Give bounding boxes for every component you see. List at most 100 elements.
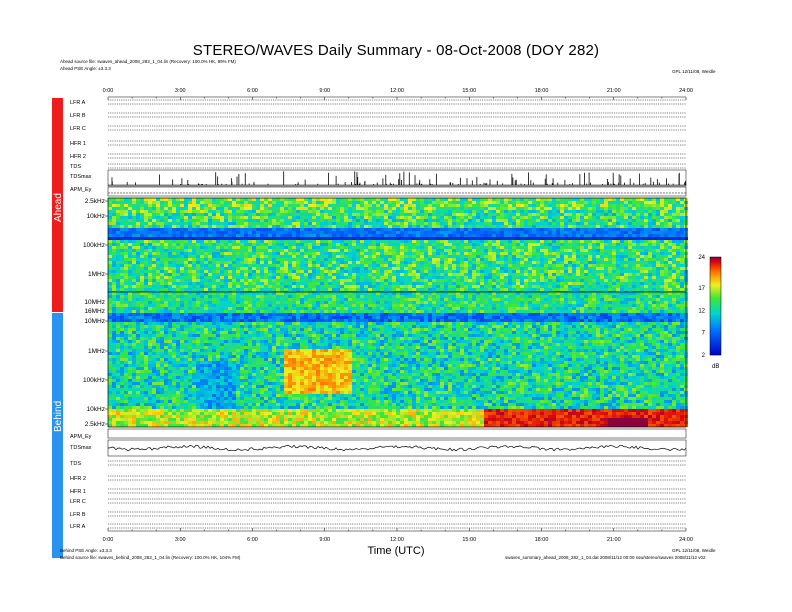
ahead-spectrogram-cell [116, 252, 120, 255]
ahead-spectrogram-cell [292, 216, 296, 219]
ahead-spectrogram-cell [632, 243, 636, 246]
ahead-spectrogram-cell [212, 288, 216, 291]
ahead-spectrogram-cell [268, 255, 272, 258]
ahead-spectrogram-cell [216, 267, 220, 270]
ahead-spectrogram-cell [432, 213, 436, 216]
ahead-spectrogram-cell [456, 234, 460, 237]
ahead-spectrogram-cell [220, 201, 224, 204]
ahead-spectrogram-cell [552, 213, 556, 216]
ahead-spectrogram-cell [136, 216, 140, 219]
ahead-spectrogram-cell [320, 255, 324, 258]
ahead-spectrogram-cell [112, 270, 116, 273]
ahead-spectrogram-cell [136, 261, 140, 264]
ahead-spectrogram-cell [120, 252, 124, 255]
ahead-spectrogram-cell [188, 252, 192, 255]
ahead-spectrogram-cell [536, 231, 540, 234]
ahead-spectrogram-cell [496, 231, 500, 234]
ahead-spectrogram-cell [400, 222, 404, 225]
ahead-spectrogram-cell [312, 237, 316, 240]
ahead-spectrogram-cell [340, 243, 344, 246]
ahead-spectrogram-cell [296, 246, 300, 249]
ahead-spectrogram-cell [328, 279, 332, 282]
ahead-spectrogram-cell [608, 264, 612, 267]
ahead-spectrogram-cell [300, 213, 304, 216]
ahead-spectrogram-cell [216, 222, 220, 225]
ahead-spectrogram-cell [404, 276, 408, 279]
ahead-spectrogram-cell [504, 252, 508, 255]
ahead-spectrogram-cell [296, 261, 300, 264]
ahead-spectrogram-cell [500, 219, 504, 222]
ahead-spectrogram-cell [660, 216, 664, 219]
ahead-spectrogram-cell [200, 276, 204, 279]
ahead-spectrogram-cell [368, 258, 372, 261]
ahead-spectrogram-cell [108, 252, 112, 255]
ahead-spectrogram-cell [476, 228, 480, 231]
ahead-spectrogram-cell [632, 249, 636, 252]
ahead-spectrogram-cell [240, 270, 244, 273]
ahead-spectrogram-cell [464, 249, 468, 252]
ahead-spectrogram-cell [620, 273, 624, 276]
ahead-spectrogram-cell [672, 210, 676, 213]
ahead-spectrogram-cell [244, 267, 248, 270]
ahead-spectrogram-cell [632, 252, 636, 255]
ahead-spectrogram-cell [316, 246, 320, 249]
ahead-spectrogram-cell [284, 240, 288, 243]
ahead-spectrogram-cell [612, 252, 616, 255]
ahead-spectrogram-cell [484, 273, 488, 276]
ahead-spectrogram-cell [288, 231, 292, 234]
ahead-spectrogram-cell [180, 249, 184, 252]
ahead-spectrogram-cell [344, 288, 348, 291]
ahead-spectrogram-cell [652, 249, 656, 252]
ahead-spectrogram-cell [412, 288, 416, 291]
ahead-spectrogram-cell [664, 276, 668, 279]
ahead-spectrogram-cell [548, 261, 552, 264]
ahead-spectrogram-cell [424, 276, 428, 279]
ahead-spectrogram-cell [424, 261, 428, 264]
ahead-spectrogram-cell [384, 207, 388, 210]
ahead-spectrogram-cell [652, 231, 656, 234]
ahead-spectrogram-cell [292, 225, 296, 228]
ahead-spectrogram-cell [312, 255, 316, 258]
ahead-spectrogram-cell [324, 228, 328, 231]
ahead-spectrogram-cell [648, 213, 652, 216]
behind-spectrogram-cell [456, 292, 460, 295]
ahead-spectrogram-cell [640, 237, 644, 240]
ahead-spectrogram-cell [420, 267, 424, 270]
ahead-spectrogram-cell [120, 210, 124, 213]
ahead-spectrogram-cell [116, 228, 120, 231]
ahead-spectrogram-cell [240, 240, 244, 243]
ahead-spectrogram-cell [352, 231, 356, 234]
behind-spectrogram-cell [268, 292, 272, 295]
ahead-spectrogram-cell [472, 213, 476, 216]
ahead-spectrogram-cell [524, 255, 528, 258]
ahead-spectrogram-cell [668, 219, 672, 222]
ahead-spectrogram-cell [508, 207, 512, 210]
behind-spectrogram-cell [224, 292, 228, 295]
ahead-spectrogram-cell [408, 285, 412, 288]
ahead-spectrogram-cell [472, 264, 476, 267]
ahead-spectrogram-cell [520, 243, 524, 246]
ahead-spectrogram-cell [504, 261, 508, 264]
ahead-spectrogram-cell [268, 258, 272, 261]
ahead-spectrogram-cell [540, 285, 544, 288]
ahead-spectrogram-cell [204, 273, 208, 276]
ahead-spectrogram-cell [612, 276, 616, 279]
ahead-spectrogram-cell [320, 237, 324, 240]
ahead-spectrogram-cell [604, 270, 608, 273]
ahead-spectrogram-cell [116, 264, 120, 267]
ahead-spectrogram-cell [168, 258, 172, 261]
ahead-spectrogram-cell [468, 246, 472, 249]
ahead-spectrogram-cell [592, 279, 596, 282]
ahead-spectrogram-cell [348, 222, 352, 225]
ahead-spectrogram-cell [480, 246, 484, 249]
ahead-spectrogram-cell [240, 231, 244, 234]
ahead-spectrogram-cell [476, 222, 480, 225]
ahead-spectrogram-cell [180, 246, 184, 249]
ahead-spectrogram-cell [380, 252, 384, 255]
ahead-spectrogram-cell [572, 216, 576, 219]
ahead-spectrogram-cell [164, 219, 168, 222]
ahead-spectrogram-cell [132, 249, 136, 252]
ahead-spectrogram-cell [500, 258, 504, 261]
ahead-spectrogram-cell [640, 264, 644, 267]
ahead-spectrogram-cell [524, 210, 528, 213]
